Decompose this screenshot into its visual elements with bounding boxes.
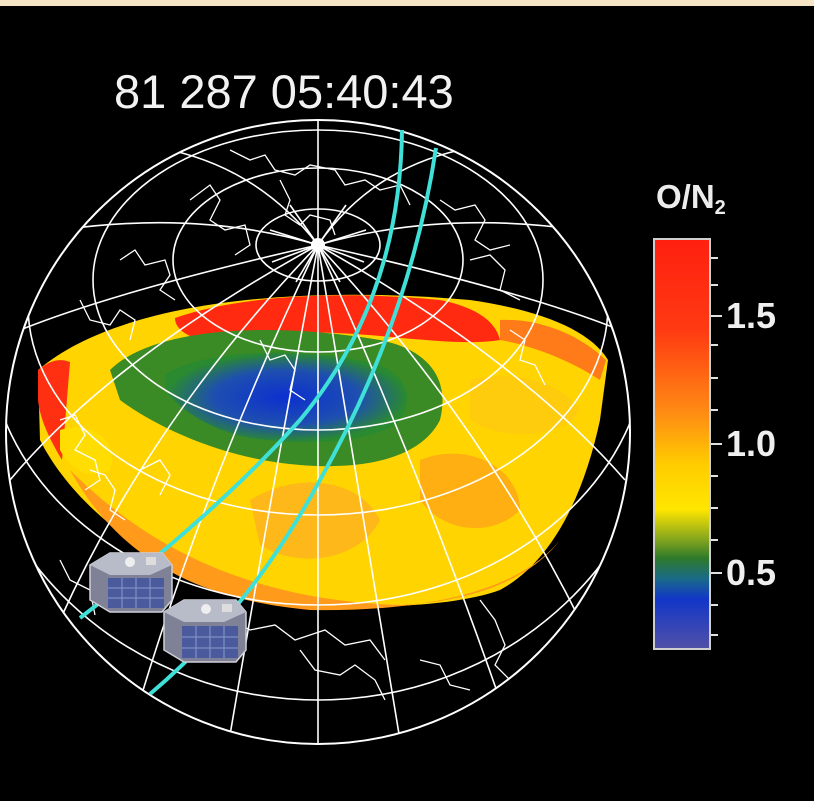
north-pole-marker	[311, 238, 325, 252]
colorbar-title-subscript: 2	[714, 197, 726, 219]
satellite-2	[163, 599, 247, 663]
satellite-1	[89, 552, 173, 613]
colorbar-title-main: O/N	[656, 178, 715, 215]
colorbar-tick-0-5: 0.5	[726, 552, 777, 593]
colorbar-title: O/N2	[656, 178, 726, 218]
colorbar	[653, 238, 711, 650]
timestamp-label: 81 287 05:40:43	[114, 65, 454, 118]
colorbar-tick-1-0: 1.0	[726, 423, 777, 464]
swath-orange-lower	[70, 470, 560, 611]
top-border	[0, 0, 814, 6]
colorbar-tick-1-5: 1.5	[726, 295, 777, 336]
orbit-track-1	[78, 129, 404, 620]
o-n2-swath	[38, 294, 608, 611]
coastlines	[59, 149, 546, 701]
